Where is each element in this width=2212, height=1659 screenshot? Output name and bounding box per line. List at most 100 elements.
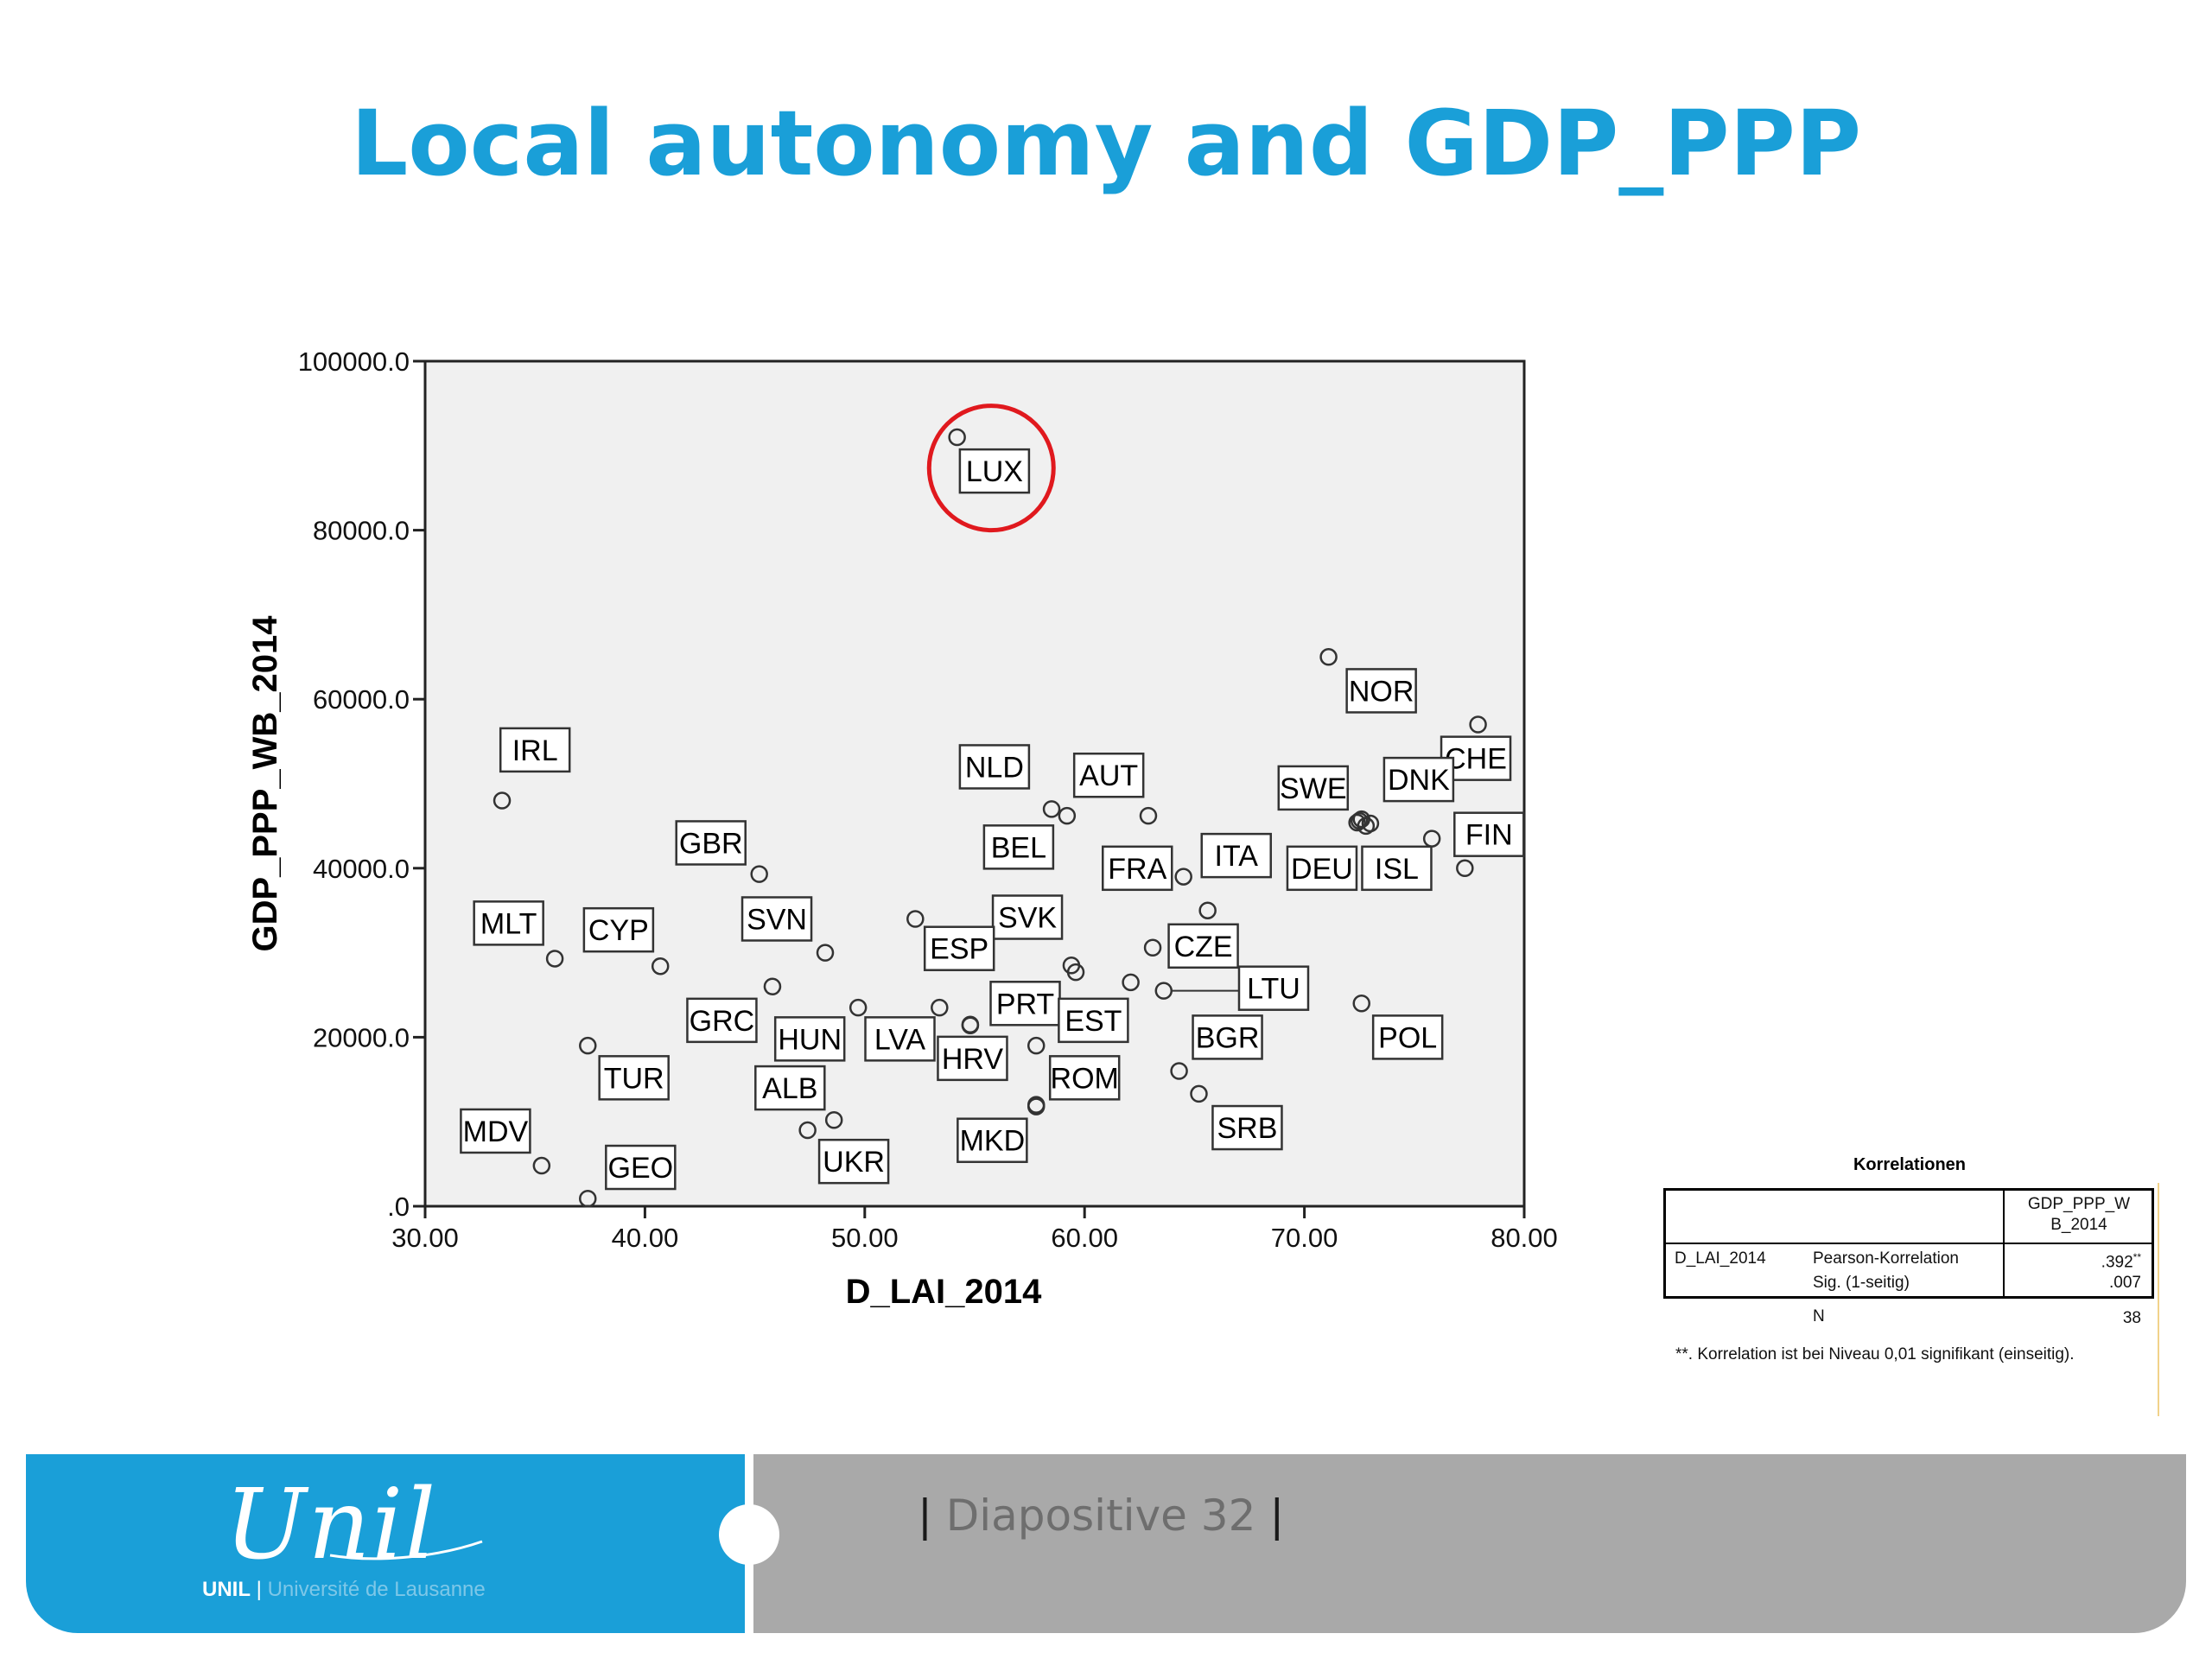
point-label: PRT bbox=[996, 988, 1054, 1020]
point-label-box bbox=[605, 1144, 677, 1191]
x-tick-label: 70.00 bbox=[1271, 1223, 1338, 1253]
data-points bbox=[493, 428, 1487, 1208]
y-tick-label: 60000.0 bbox=[313, 684, 410, 715]
point-label: LUX bbox=[966, 455, 1023, 488]
slide-number-left-bar: | bbox=[918, 1491, 932, 1541]
data-point bbox=[1352, 995, 1370, 1013]
point-label-box bbox=[957, 1117, 1028, 1163]
data-point bbox=[1066, 963, 1085, 982]
point-label: HRV bbox=[942, 1043, 1003, 1076]
point-label-box bbox=[675, 820, 747, 866]
point-label-box bbox=[923, 925, 995, 971]
slide-number-right-bar: | bbox=[1269, 1491, 1285, 1541]
value-sig: .007 bbox=[2109, 1274, 2141, 1292]
value-n: 38 bbox=[2122, 1309, 2141, 1327]
point-label: SVK bbox=[998, 902, 1057, 935]
point-label: NOR bbox=[1349, 675, 1414, 708]
x-axis: 30.00 40.00 50.00 60.00 70.00 80.00 bbox=[391, 1206, 1558, 1253]
point-label-box bbox=[741, 896, 813, 942]
logo-swoosh-icon bbox=[329, 1540, 483, 1560]
point-label-box bbox=[1211, 1104, 1283, 1151]
point-label-box bbox=[1361, 845, 1433, 892]
stat-sig: Sig. (1-seitig) bbox=[1813, 1274, 1910, 1292]
footnote-mark: **. bbox=[1675, 1345, 1694, 1363]
value-pearson-sup: ** bbox=[2133, 1251, 2141, 1263]
y-tick-label: 80000.0 bbox=[313, 516, 410, 546]
logo-university: Université de Lausanne bbox=[267, 1578, 486, 1601]
point-label: CYP bbox=[588, 914, 649, 947]
point-label: BGR bbox=[1196, 1021, 1260, 1054]
point-label: MLT bbox=[480, 907, 537, 940]
data-point bbox=[906, 910, 925, 928]
point-label-box bbox=[991, 894, 1064, 940]
point-label: IRL bbox=[512, 734, 558, 767]
point-label-box bbox=[982, 824, 1055, 870]
data-point bbox=[816, 944, 835, 962]
correlation-footnote: **. Korrelation ist bei Niveau 0,01 sign… bbox=[1675, 1344, 2159, 1366]
point-label-box bbox=[686, 997, 758, 1044]
logo-separator: | bbox=[256, 1578, 262, 1601]
unil-logo-script: Unil bbox=[225, 1469, 438, 1581]
data-point bbox=[931, 998, 949, 1017]
data-point bbox=[824, 1110, 843, 1129]
point-label-box bbox=[1200, 832, 1272, 879]
data-point bbox=[1139, 806, 1158, 825]
point-label-box bbox=[1167, 923, 1239, 969]
value-pearson-number: .392 bbox=[2101, 1253, 2133, 1272]
data-point bbox=[1469, 715, 1487, 734]
point-label-box bbox=[937, 1035, 1008, 1082]
stat-n-label: N bbox=[1813, 1307, 1825, 1325]
data-point bbox=[1170, 1062, 1188, 1080]
point-label-box bbox=[1286, 845, 1358, 892]
point-label-box bbox=[1192, 1014, 1263, 1060]
data-point bbox=[961, 1016, 980, 1034]
point-label-box bbox=[1277, 765, 1350, 811]
point-label-box bbox=[1371, 1014, 1444, 1060]
y-tick-label: 100000.0 bbox=[298, 346, 410, 377]
data-point bbox=[1352, 810, 1370, 829]
point-label-box bbox=[1048, 1055, 1121, 1101]
data-point bbox=[1027, 1097, 1046, 1116]
point-label: SRB bbox=[1217, 1112, 1277, 1145]
value-pearson: .392** bbox=[2098, 1251, 2141, 1272]
footer-brand-panel bbox=[26, 1454, 745, 1633]
correlation-table: GDP_PPP_W B_2014 D_LAI_2014 Pearson-Korr… bbox=[1663, 1188, 2154, 1299]
data-point bbox=[532, 1156, 551, 1175]
point-label: LTU bbox=[1247, 973, 1300, 1006]
stat-pearson: Pearson-Korrelation bbox=[1813, 1249, 1959, 1268]
point-label: GEO bbox=[608, 1152, 674, 1185]
point-label: LVA bbox=[874, 1023, 926, 1056]
point-label: ALB bbox=[762, 1072, 817, 1105]
correlation-title: Korrelationen bbox=[1853, 1155, 1967, 1174]
logo-unil: UNIL bbox=[202, 1578, 251, 1601]
point-label: AUT bbox=[1079, 760, 1138, 792]
point-label: DEU bbox=[1291, 853, 1353, 886]
point-label-box bbox=[1453, 811, 1525, 857]
data-point bbox=[651, 957, 670, 976]
x-tick-label: 50.00 bbox=[831, 1223, 899, 1253]
point-label-box bbox=[1102, 845, 1173, 892]
data-point bbox=[1198, 901, 1217, 919]
data-point bbox=[1174, 868, 1192, 886]
point-label-box bbox=[473, 900, 544, 946]
slide-number: | Diapositive 32 | bbox=[918, 1491, 1284, 1541]
point-label-box bbox=[989, 981, 1061, 1027]
point-label: TUR bbox=[604, 1062, 664, 1095]
data-point bbox=[1319, 648, 1338, 666]
data-point bbox=[1348, 813, 1366, 832]
point-label-box bbox=[1072, 752, 1145, 798]
x-axis-title: D_LAI_2014 bbox=[846, 1273, 1043, 1311]
scatter-chart: .0 20000.0 40000.0 60000.0 80000.0 100000.0 3… bbox=[246, 346, 1558, 1311]
point-label-box bbox=[1058, 997, 1129, 1044]
data-point bbox=[750, 865, 768, 883]
point-label-box bbox=[958, 448, 1031, 494]
highlight-circle bbox=[926, 404, 1056, 533]
point-label: EST bbox=[1065, 1005, 1122, 1038]
data-point bbox=[493, 791, 512, 810]
slide-number-label: Diapositive 32 bbox=[945, 1491, 1256, 1541]
slide-title: Local autonomy and GDP_PPP bbox=[350, 91, 1862, 196]
point-label: FRA bbox=[1108, 853, 1166, 886]
column-header: GDP_PPP_W B_2014 bbox=[2010, 1194, 2148, 1236]
footer-panel bbox=[753, 1454, 2186, 1633]
data-point bbox=[1154, 982, 1173, 1000]
